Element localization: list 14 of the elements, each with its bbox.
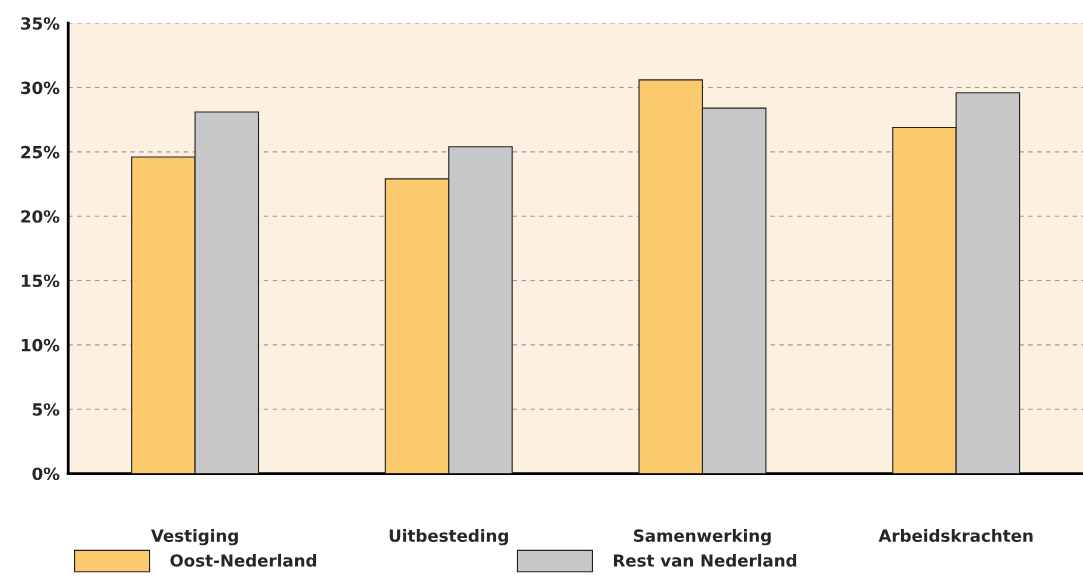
x-tick-label: Arbeidskrachten xyxy=(878,529,1033,542)
y-tick-label: 30% xyxy=(21,81,60,95)
y-tick-label: 25% xyxy=(21,145,60,159)
y-tick-label: 15% xyxy=(21,274,60,288)
y-tick-label: 0% xyxy=(32,467,60,481)
legend-label: Rest van Nederland xyxy=(613,553,797,567)
x-tick-label: Vestiging xyxy=(150,529,238,546)
y-tick-label: 20% xyxy=(21,210,60,223)
x-tick-label: Uitbesteding xyxy=(389,529,508,546)
legend-label: Oost-Nederland xyxy=(170,553,317,567)
y-tick-label: 10% xyxy=(21,338,60,352)
x-tick-label: Samenwerking xyxy=(634,529,771,546)
y-tick-label: 5% xyxy=(32,403,60,416)
y-tick-label: 35% xyxy=(21,17,60,30)
